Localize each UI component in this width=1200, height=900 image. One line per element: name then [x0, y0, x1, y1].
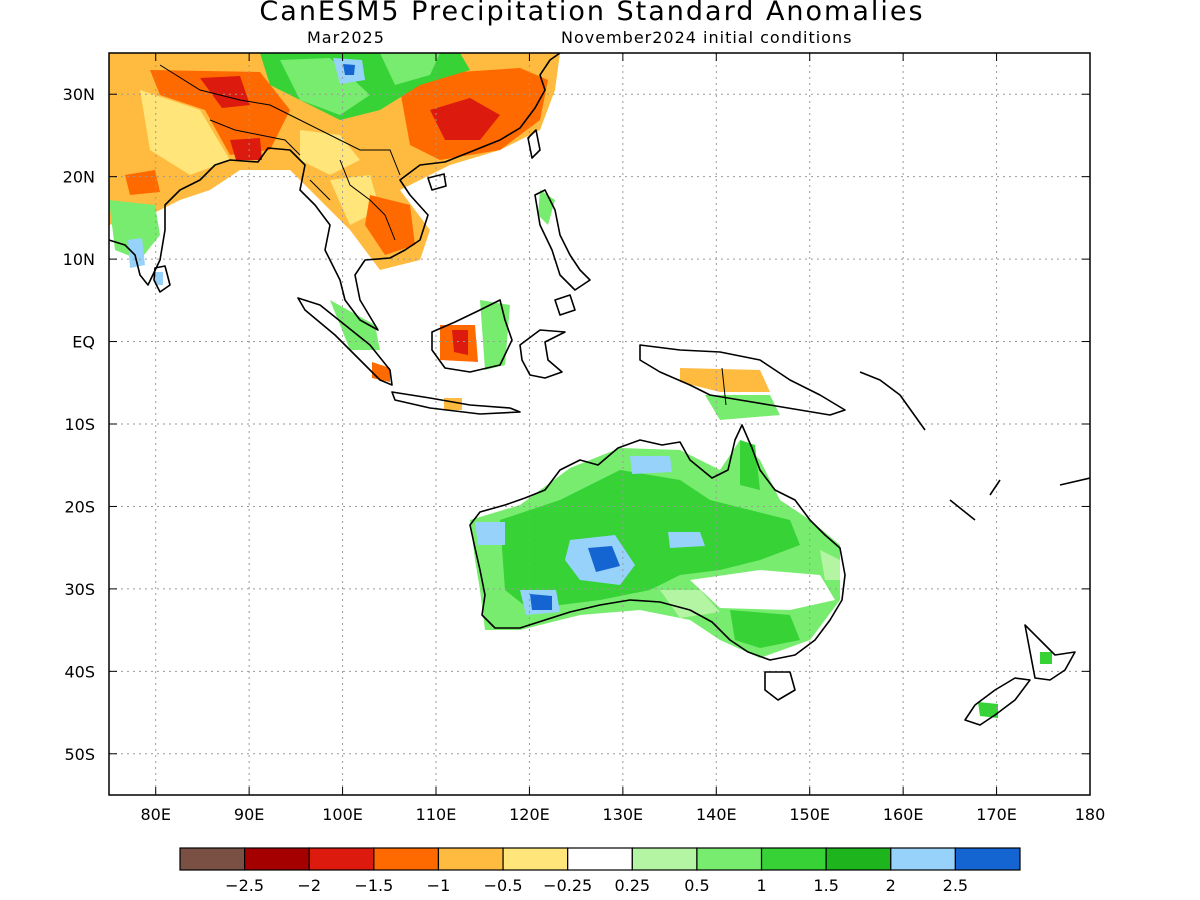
axis-ticks	[109, 53, 1091, 795]
lat-tick-label: 20S	[64, 497, 95, 516]
colorbar-swatch	[825, 847, 892, 871]
colorbar-label: −0.25	[543, 876, 592, 895]
coastline-borneo	[431, 299, 513, 373]
longitude-labels: 80E 90E 100E 110E 120E 130E 140E 150E 160E 170E 18…	[140, 805, 1105, 824]
colorbar-label: 0.25	[614, 876, 650, 895]
coastline-java	[391, 391, 521, 415]
colorbar-swatch	[696, 847, 763, 871]
lon-tick-label: 180	[1075, 805, 1106, 824]
coastline-hainan	[427, 173, 447, 191]
colorbar-swatch	[631, 847, 698, 871]
coastline-sulawesi	[519, 329, 566, 379]
anomaly-region-australia-deep-2	[530, 594, 552, 610]
anomaly-region-sri-lanka-blue	[128, 238, 163, 285]
colorbar-label: −2.5	[225, 876, 264, 895]
coastline-tasmania	[764, 671, 796, 701]
lon-tick-label: 150E	[789, 805, 830, 824]
anomaly-region-australia-dry-belt	[690, 570, 835, 610]
colorbar-label: 2.5	[943, 876, 968, 895]
lon-tick-label: 110E	[416, 805, 457, 824]
anomaly-region-indochina-dry	[365, 195, 415, 255]
anomaly-region-sumatra-dry	[372, 362, 390, 382]
lat-tick-label: 10S	[64, 415, 95, 434]
anomaly-region-new-guinea-dry	[680, 368, 770, 392]
lon-tick-label: 90E	[234, 805, 264, 824]
anomaly-region-nz-wet	[978, 652, 1052, 718]
colorbar-swatch	[179, 847, 246, 871]
lon-tick-label: 170E	[976, 805, 1017, 824]
anomaly-region-australia-moderate	[500, 440, 800, 648]
lat-tick-label: 40S	[64, 662, 95, 681]
anomaly-region-australia-deep-1	[588, 546, 620, 572]
coastline-asia	[109, 53, 561, 331]
colorbar-label: −2	[297, 876, 321, 895]
anomaly-region-southeast-asia-green	[109, 190, 555, 370]
colorbar-swatch	[244, 847, 310, 871]
colorbar-swatch	[308, 847, 375, 871]
initial-conditions: November2024 initial conditions	[561, 28, 853, 47]
lon-tick-label: 140E	[696, 805, 737, 824]
anomaly-region-himalaya-strong	[200, 76, 262, 160]
colorbar-label: −1.5	[354, 876, 393, 895]
lat-tick-label: 10N	[63, 250, 95, 269]
coastline-new-zealand	[964, 624, 1076, 726]
colorbar-label: −0.5	[484, 876, 523, 895]
lat-tick-label: 20N	[63, 168, 95, 187]
anomaly-region-south-asia-mild	[140, 90, 380, 225]
coastline-taiwan	[527, 129, 541, 159]
coastline-new-guinea	[639, 344, 846, 416]
lat-tick-label: EQ	[72, 333, 95, 352]
colorbar-label: 2	[886, 876, 896, 895]
colorbar-swatch	[567, 847, 633, 871]
forecast-month: Mar2025	[307, 28, 385, 47]
lat-tick-label: 50S	[64, 745, 95, 764]
coastline-australia	[469, 424, 846, 661]
anomaly-region-new-guinea-wet	[705, 395, 780, 420]
anomaly-region-south-china-strong	[430, 98, 500, 140]
chart-title: CanESM5 Precipitation Standard Anomalies	[259, 0, 925, 27]
colorbar-label: −1	[427, 876, 451, 895]
colorbar-swatch	[502, 847, 569, 871]
lon-tick-label: 80E	[140, 805, 170, 824]
colorbar	[179, 847, 1021, 871]
colorbar-swatch	[890, 847, 956, 871]
country-borders	[159, 64, 727, 406]
coastlines	[109, 53, 1090, 726]
lat-tick-label: 30S	[64, 580, 95, 599]
lon-tick-label: 100E	[322, 805, 363, 824]
lat-lon-grid	[109, 53, 1090, 795]
colorbar-swatch	[954, 847, 1021, 871]
colorbar-label: 0.5	[684, 876, 709, 895]
latitude-labels: 30N 20N 10N EQ 10S 20S 30S 40S 50S	[63, 85, 95, 764]
coastline-sri-lanka	[153, 265, 171, 293]
lon-tick-label: 160E	[883, 805, 924, 824]
coastline-philippines	[534, 189, 591, 316]
lat-tick-label: 30N	[63, 85, 95, 104]
anomaly-region-java-dry	[444, 398, 462, 410]
anomaly-region-tibet-light	[280, 53, 440, 115]
anomaly-region-australia-blue-3	[475, 456, 705, 548]
colorbar-label: 1.5	[813, 876, 838, 895]
coastline-sumatra	[297, 297, 393, 386]
colorbar-label: 1	[756, 876, 766, 895]
colorbar-swatch	[760, 847, 827, 871]
lon-tick-label: 130E	[603, 805, 644, 824]
colorbar-swatch	[373, 847, 440, 871]
colorbar-labels: −2.5 −2 −1.5 −1 −0.5 −0.25 0.25 0.5 1 1.5 2 2.5	[225, 876, 968, 895]
anomaly-region-borneo-strong	[452, 330, 468, 355]
lon-tick-label: 120E	[509, 805, 550, 824]
anomaly-region-australia-light	[660, 550, 840, 618]
colorbar-swatch	[437, 847, 504, 871]
anomaly-shading	[109, 53, 1052, 718]
anomaly-region-tibet-wet-deep	[343, 64, 355, 75]
coastline-islands-pacific	[859, 371, 1090, 521]
